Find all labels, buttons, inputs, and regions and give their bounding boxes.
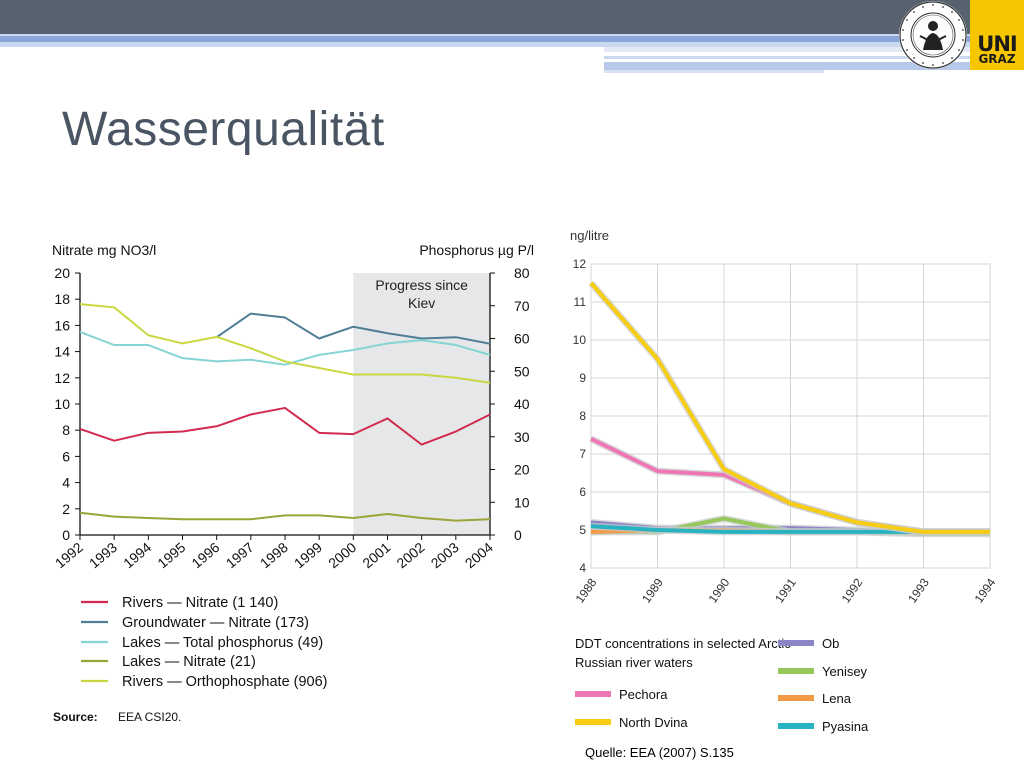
y-tick-label: 12 (573, 257, 587, 271)
y-right-tick-label: 60 (514, 331, 530, 347)
y-left-tick-label: 20 (54, 265, 70, 281)
legend-label: Groundwater — Nitrate (173) (122, 615, 309, 631)
y-left-tick-label: 10 (54, 396, 70, 412)
chart-caption: Russian river waters (575, 655, 693, 670)
y-left-tick-label: 14 (54, 344, 70, 360)
header-accent-line (0, 36, 1024, 42)
y-right-tick-label: 10 (514, 494, 530, 510)
y-axis-left-title: Nitrate mg NO3/l (52, 242, 156, 258)
y-right-tick-label: 50 (514, 363, 530, 379)
x-tick-label: 1992 (839, 575, 866, 605)
y-left-tick-label: 18 (54, 291, 70, 307)
series-line (79, 406, 491, 446)
series-line (589, 281, 990, 534)
legend-label: Lena (822, 691, 852, 706)
nitrate-phosphorus-chart: Progress since Kiev Nitrate mg NO3/l Phosp… (52, 242, 534, 724)
series-line (79, 331, 491, 366)
y-tick-label: 8 (579, 409, 586, 423)
annotation-label: Kiev (408, 295, 435, 311)
y-tick-label: 6 (579, 485, 586, 499)
x-tick-label: 1995 (154, 539, 188, 571)
decor-stripe (604, 70, 824, 73)
legend-label: Yenisey (822, 664, 868, 679)
legend-swatch (575, 691, 611, 697)
y-right-tick-label: 30 (514, 429, 530, 445)
annotation-label: Progress since (375, 277, 468, 293)
source-value: EEA CSI20. (118, 710, 181, 724)
x-tick-label: 2001 (359, 539, 393, 571)
y-left-tick-label: 2 (62, 501, 70, 517)
y-axis-title: ng/litre (570, 228, 609, 243)
series-line (79, 511, 491, 522)
y-left-tick-label: 16 (54, 317, 70, 333)
y-left-tick-label: 8 (62, 422, 70, 438)
x-tick-label: 1998 (257, 539, 291, 571)
legend-label: Rivers — Nitrate (1 140) (122, 595, 278, 611)
slide-title: Wasserqualität (62, 103, 385, 156)
x-tick-label: 1999 (291, 539, 325, 571)
y-right-tick-label: 20 (514, 462, 530, 478)
source-label: Source: (53, 710, 98, 724)
x-tick-label: 1994 (120, 539, 154, 571)
y-right-tick-label: 70 (514, 298, 530, 314)
y-left-tick-label: 6 (62, 448, 70, 464)
ddt-concentration-chart: ng/litre 4 5 6 7 8 9 10 11 12 1988 1989 1990 1991 1992… (570, 228, 999, 734)
x-tick-label: 1997 (223, 539, 257, 571)
x-tick-label: 2004 (462, 539, 496, 571)
x-tick-label: 2000 (325, 539, 359, 571)
y-tick-label: 10 (573, 333, 587, 347)
x-tick-label: 1991 (772, 575, 799, 605)
legend-label: Lakes — Nitrate (21) (122, 654, 256, 670)
decor-stripe (604, 62, 1024, 70)
x-tick-label: 1993 (86, 539, 120, 571)
legend-swatch (778, 640, 814, 646)
legend-label: Rivers — Orthophosphate (906) (122, 674, 328, 690)
x-tick-label: 1992 (52, 539, 86, 571)
y-left-tick-label: 4 (62, 475, 70, 491)
logo-text-graz: GRAZ (978, 52, 1016, 66)
chart-caption: DDT concentrations in selected Arctic (575, 636, 791, 651)
legend-label: Lakes — Total phosphorus (49) (122, 635, 323, 651)
y-tick-label: 4 (579, 561, 586, 575)
legend-swatch (778, 723, 814, 729)
legend-swatch (778, 668, 814, 674)
x-tick-label: 1994 (972, 575, 999, 605)
y-left-tick-label: 0 (62, 527, 70, 543)
y-right-tick-label: 0 (514, 527, 522, 543)
progress-shaded-region (353, 273, 490, 535)
legend-label: North Dvina (619, 715, 688, 730)
y-right-tick-label: 80 (514, 265, 530, 281)
x-tick-label: 1989 (639, 575, 666, 605)
y-tick-label: 9 (579, 371, 586, 385)
source-citation: Quelle: EEA (2007) S.135 (585, 745, 734, 760)
legend-label: Pyasina (822, 719, 869, 734)
legend-label: Ob (822, 636, 839, 651)
x-tick-label: 2003 (428, 539, 462, 571)
y-right-tick-label: 40 (514, 396, 530, 412)
x-tick-label: 1996 (188, 539, 222, 571)
decor-stripe (604, 56, 1024, 59)
x-tick-label: 2002 (393, 539, 427, 571)
y-tick-label: 11 (574, 295, 587, 309)
university-seal-icon (899, 1, 967, 69)
x-tick-label: 1990 (706, 575, 733, 605)
legend-label: Pechora (619, 687, 668, 702)
header-bar (0, 0, 1024, 34)
university-logo: UNI GRAZ (896, 0, 1024, 70)
y-tick-label: 5 (579, 523, 586, 537)
x-tick-label: 1988 (573, 575, 600, 605)
logo-text-uni: UNI (977, 32, 1017, 56)
legend-swatch (575, 719, 611, 725)
series-line (79, 303, 491, 384)
y-axis-right-title: Phosphorus µg P/l (419, 242, 534, 258)
y-left-tick-label: 12 (54, 370, 70, 386)
decor-stripe (604, 47, 1024, 52)
uni-graz-badge: UNI GRAZ (970, 0, 1024, 70)
x-tick-label: 1993 (905, 575, 932, 605)
series-line (216, 312, 491, 345)
y-tick-label: 7 (579, 447, 586, 461)
legend-swatch (778, 695, 814, 701)
